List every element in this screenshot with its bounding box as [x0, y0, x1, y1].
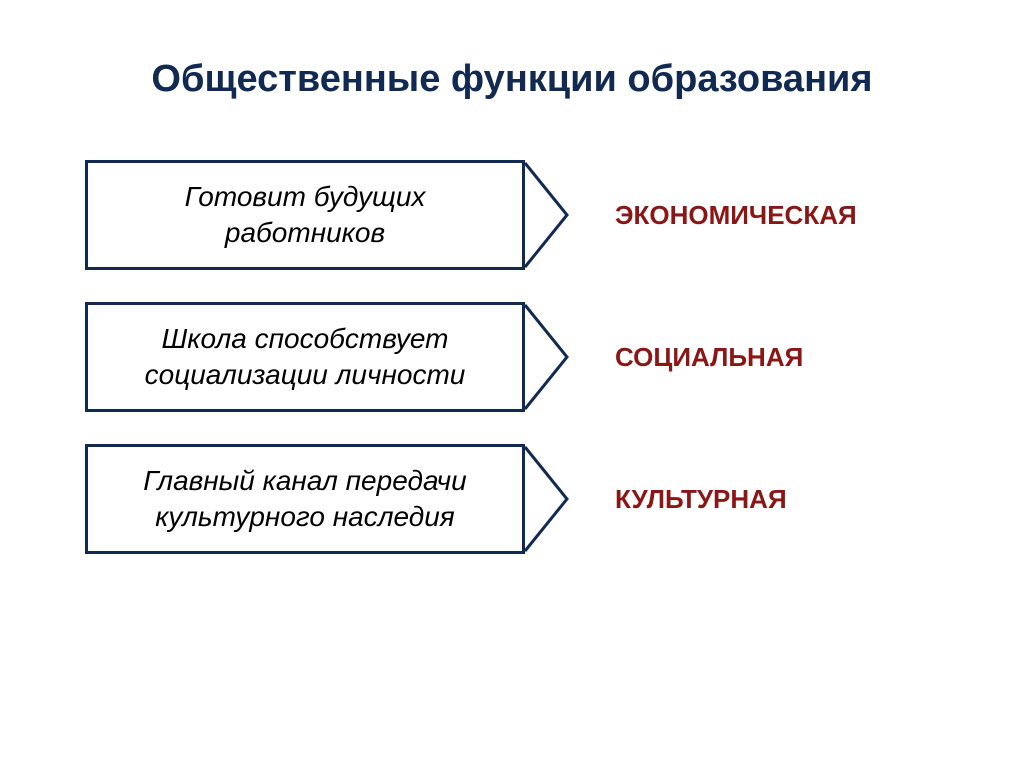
box-with-arrow: Готовит будущих работников — [85, 160, 525, 270]
rows-container: Готовит будущих работников ЭКОНОМИЧЕСКАЯ… — [85, 160, 935, 586]
arrow-right-icon — [522, 160, 570, 270]
diagram-title: Общественные функции образования — [0, 55, 1024, 104]
description-box: Главный канал передачи культурного насле… — [85, 444, 525, 554]
box-with-arrow: Школа способствует социализации личности — [85, 302, 525, 412]
diagram-row: Главный канал передачи культурного насле… — [85, 444, 935, 554]
box-with-arrow: Главный канал передачи культурного насле… — [85, 444, 525, 554]
function-label: СОЦИАЛЬНАЯ — [615, 342, 803, 373]
function-label: ЭКОНОМИЧЕСКАЯ — [615, 200, 857, 231]
description-box: Готовит будущих работников — [85, 160, 525, 270]
function-label: КУЛЬТУРНАЯ — [615, 484, 787, 515]
diagram-row: Школа способствует социализации личности… — [85, 302, 935, 412]
description-box: Школа способствует социализации личности — [85, 302, 525, 412]
diagram-row: Готовит будущих работников ЭКОНОМИЧЕСКАЯ — [85, 160, 935, 270]
arrow-right-icon — [522, 444, 570, 554]
arrow-right-icon — [522, 302, 570, 412]
